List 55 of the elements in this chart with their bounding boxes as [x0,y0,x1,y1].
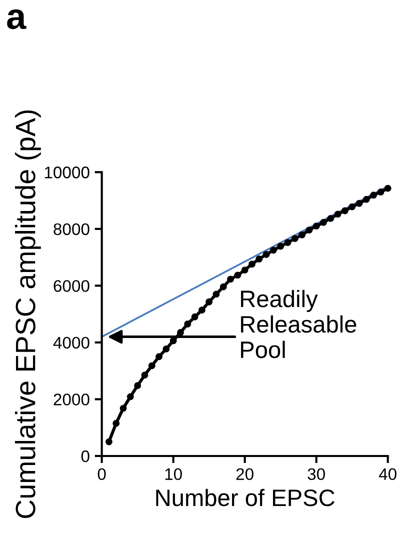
point [256,256,263,262]
annotation: Readily Releasable Pool [241,290,356,358]
point [105,438,112,446]
point [134,382,142,390]
point [248,260,256,268]
point [234,272,242,279]
point [156,353,162,360]
point [206,298,213,306]
point [120,404,127,412]
point [220,283,227,290]
point [341,207,348,214]
text: a [7,9,26,30]
y-tick-label: 4000 [53,336,90,349]
point [327,214,334,222]
point [312,222,320,230]
y-tick-label: 10000 [44,166,90,178]
point [162,346,170,352]
x-tick-label: 10 [165,468,182,480]
point [241,266,248,274]
point [277,242,284,250]
point [148,362,156,370]
x-tick-label: 0 [98,468,106,480]
x-tick-label: 20 [236,468,254,480]
point [370,192,378,199]
point [184,320,192,328]
y-tick-label: 0 [81,450,90,462]
point [356,200,363,207]
point [126,393,134,400]
point [262,250,270,258]
point [298,231,306,238]
point [348,203,356,210]
point [170,337,177,344]
x-axis-title: Number of EPSC [156,488,334,506]
point [291,235,298,242]
x-tick-label: 30 [308,468,325,480]
point [227,276,234,283]
point [198,306,206,314]
point [141,372,148,379]
point [176,329,184,336]
y-tick-label: 8000 [54,223,90,236]
x-tick-label: 40 [378,468,396,480]
point [212,290,220,298]
point [112,420,120,427]
point [191,313,198,320]
point [270,246,277,254]
point [306,226,313,234]
point [384,184,392,192]
point [377,188,384,196]
point [320,218,327,226]
y-tick-label: 6000 [54,280,90,292]
point [284,239,292,246]
point [334,210,342,218]
point [362,196,370,203]
y-axis-title: Cumulative EPSC amplitude (pA) [14,110,41,518]
y-tick-label: 2000 [54,394,90,406]
